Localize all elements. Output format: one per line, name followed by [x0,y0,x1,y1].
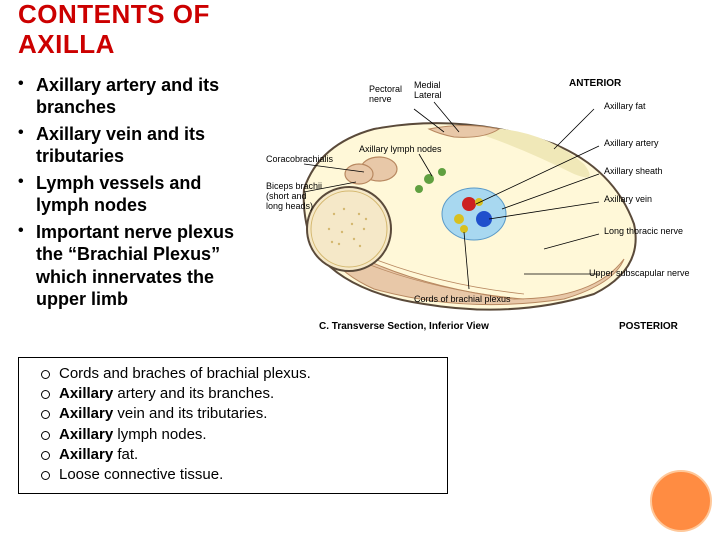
svg-text:Axillary lymph nodes: Axillary lymph nodes [359,144,442,154]
main-bullet-item: Lymph vessels and lymph nodes [18,172,248,217]
svg-text:POSTERIOR: POSTERIOR [619,321,679,332]
decorative-circle-icon [650,470,712,532]
left-column: Axillary artery and its branches Axillar… [18,74,248,339]
sub-bullet-item: Axillary artery and its branches. [29,384,437,404]
svg-text:Medial: Medial [414,80,441,90]
main-bullet-list: Axillary artery and its branches Axillar… [18,74,248,311]
svg-text:Coracobrachialis: Coracobrachialis [266,154,334,164]
svg-text:Pectoral: Pectoral [369,84,402,94]
svg-text:Axillary sheath: Axillary sheath [604,166,663,176]
svg-text:Biceps brachii: Biceps brachii [266,181,322,191]
svg-text:Axillary fat: Axillary fat [604,101,646,111]
sub-bullet-list: Cords and braches of brachial plexus. Ax… [29,364,437,486]
slide-title: CONTENTS OF AXILLA [18,0,702,60]
svg-text:Axillary artery: Axillary artery [604,138,659,148]
sub-bullet-item: Axillary vein and its tributaries. [29,404,437,424]
svg-text:Cords of brachial plexus: Cords of brachial plexus [414,294,511,304]
sub-bullet-item: Cords and braches of brachial plexus. [29,364,437,384]
sub-bullet-box: Cords and braches of brachial plexus. Ax… [18,357,448,495]
sub-bullet-item: Axillary fat. [29,445,437,465]
title-line-1: CONTENTS OF [18,0,210,29]
sub-bullet-item: Axillary lymph nodes. [29,425,437,445]
svg-text:Axillary vein: Axillary vein [604,194,652,204]
main-bullet-item: Important nerve plexus the “Brachial Ple… [18,221,248,311]
content-row: Axillary artery and its branches Axillar… [18,74,702,339]
svg-text:nerve: nerve [369,94,392,104]
right-column: Pectoral nerve Medial Lateral ANTERIOR P… [264,74,702,339]
title-line-2: AXILLA [18,29,115,59]
svg-text:Upper subscapular nerve: Upper subscapular nerve [589,268,690,278]
sub-bullet-item: Loose connective tissue. [29,465,437,485]
svg-text:Long thoracic nerve: Long thoracic nerve [604,226,683,236]
svg-text:C. Transverse Section, Inferio: C. Transverse Section, Inferior View [319,321,489,332]
main-bullet-item: Axillary artery and its branches [18,74,248,119]
svg-text:Lateral: Lateral [414,90,442,100]
main-bullet-item: Axillary vein and its tributaries [18,123,248,168]
svg-text:ANTERIOR: ANTERIOR [569,78,622,89]
anatomy-diagram: Pectoral nerve Medial Lateral ANTERIOR P… [264,74,694,339]
svg-text:(short and: (short and [266,191,307,201]
svg-text:long heads): long heads) [266,201,313,211]
